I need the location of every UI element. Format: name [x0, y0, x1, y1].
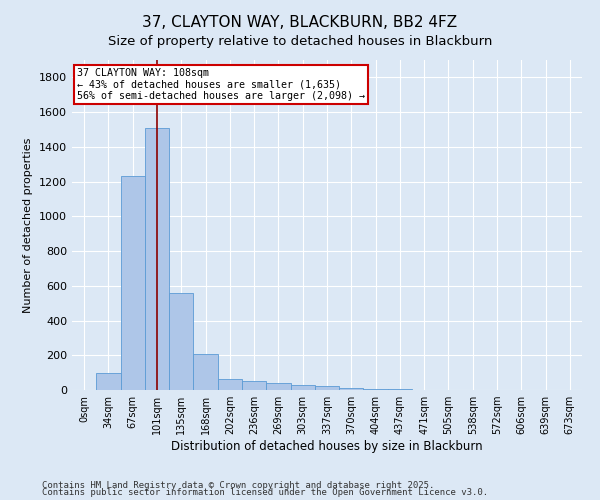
Bar — [96, 372, 121, 390]
Bar — [266, 383, 290, 390]
Bar — [290, 385, 315, 390]
Bar — [242, 382, 266, 390]
Text: Size of property relative to detached houses in Blackburn: Size of property relative to detached ho… — [108, 35, 492, 48]
Bar — [145, 128, 169, 390]
X-axis label: Distribution of detached houses by size in Blackburn: Distribution of detached houses by size … — [171, 440, 483, 453]
Bar — [364, 389, 388, 390]
Text: Contains public sector information licensed under the Open Government Licence v3: Contains public sector information licen… — [42, 488, 488, 497]
Bar — [169, 292, 193, 390]
Text: Contains HM Land Registry data © Crown copyright and database right 2025.: Contains HM Land Registry data © Crown c… — [42, 480, 434, 490]
Text: 37, CLAYTON WAY, BLACKBURN, BB2 4FZ: 37, CLAYTON WAY, BLACKBURN, BB2 4FZ — [142, 15, 458, 30]
Bar — [121, 176, 145, 390]
Bar — [339, 388, 364, 390]
Y-axis label: Number of detached properties: Number of detached properties — [23, 138, 34, 312]
Bar — [315, 386, 339, 390]
Bar — [218, 378, 242, 390]
Text: 37 CLAYTON WAY: 108sqm
← 43% of detached houses are smaller (1,635)
56% of semi-: 37 CLAYTON WAY: 108sqm ← 43% of detached… — [77, 68, 365, 102]
Bar — [193, 354, 218, 390]
